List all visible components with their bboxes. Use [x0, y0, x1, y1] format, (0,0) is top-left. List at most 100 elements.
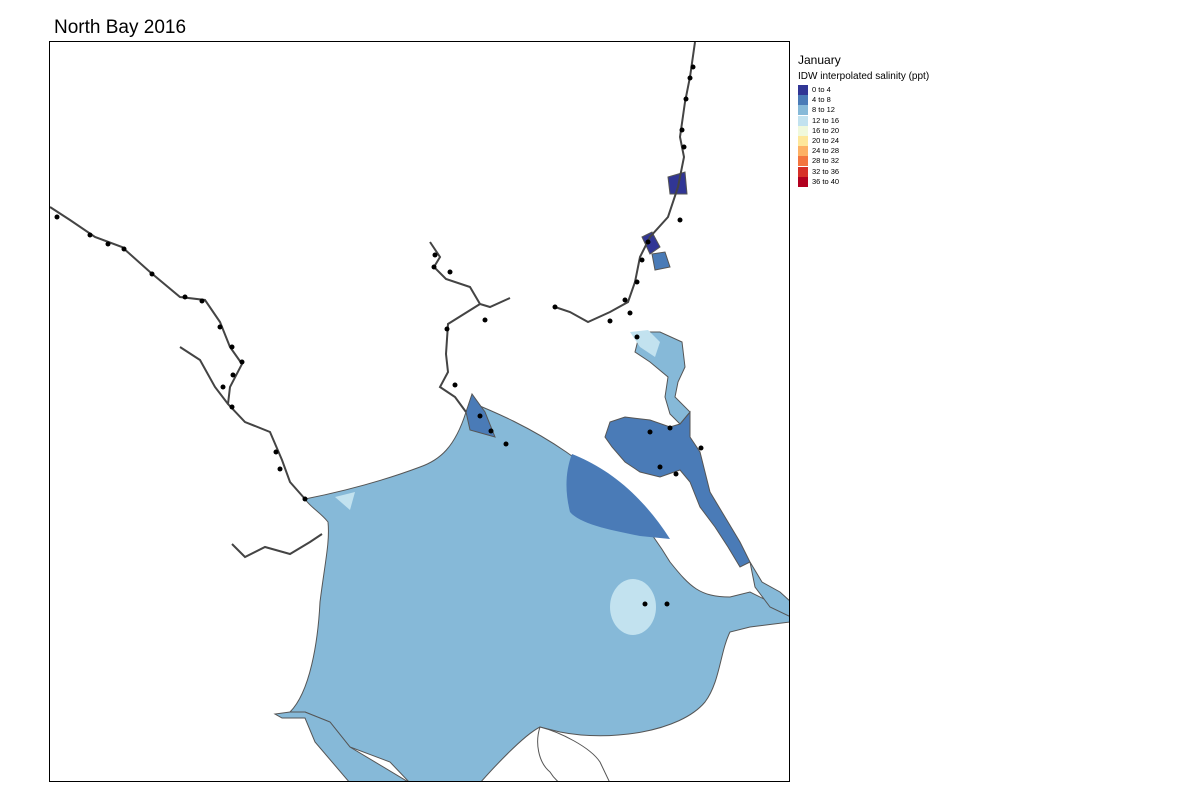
- legend-label: 20 to 24: [812, 136, 840, 146]
- legend-row: 4 to 8: [798, 95, 929, 106]
- legend-swatch: [798, 105, 808, 116]
- legend-label: 32 to 36: [812, 166, 840, 176]
- legend-label: 8 to 12: [812, 105, 835, 115]
- legend-row: 28 to 32: [798, 156, 929, 167]
- zone-4to8-mid: [651, 251, 671, 271]
- sample-point: [673, 471, 679, 477]
- sample-point: [217, 324, 223, 330]
- sample-point: [488, 428, 494, 434]
- sample-point: [105, 241, 111, 247]
- legend-swatch: [798, 146, 808, 157]
- legend-label: 16 to 20: [812, 125, 840, 135]
- sample-point: [273, 449, 279, 455]
- map-title: North Bay 2016: [54, 17, 187, 38]
- sample-point: [452, 382, 458, 388]
- legend-row: 20 to 24: [798, 136, 929, 147]
- sample-point: [432, 252, 438, 258]
- sample-point: [182, 294, 188, 300]
- sample-point: [642, 601, 648, 607]
- sample-point: [239, 359, 245, 365]
- sample-point: [627, 310, 633, 316]
- legend-label: 4 to 8: [812, 95, 831, 105]
- river-west: [50, 206, 306, 500]
- sample-point: [431, 264, 437, 270]
- sample-point: [657, 464, 663, 470]
- sample-point: [220, 384, 226, 390]
- sample-point: [634, 334, 640, 340]
- legend-row: 16 to 20: [798, 125, 929, 136]
- legend-row: 32 to 36: [798, 166, 929, 177]
- sample-point: [302, 496, 308, 502]
- legend-swatch: [798, 176, 808, 187]
- bay-lower-left: [273, 711, 408, 781]
- river-central: [429, 241, 511, 413]
- legend-swatch: [798, 125, 808, 136]
- sample-point: [54, 214, 60, 220]
- land-notch: [537, 726, 610, 781]
- sample-point: [687, 75, 693, 81]
- sample-point: [667, 425, 673, 431]
- sample-point: [87, 232, 93, 238]
- north-channel: [634, 331, 691, 425]
- sample-point: [229, 344, 235, 350]
- bay-water: [288, 401, 789, 781]
- legend-row: 0 to 4: [798, 85, 929, 96]
- sample-point: [634, 279, 640, 285]
- sample-point: [149, 271, 155, 277]
- east-lobe: [749, 561, 789, 617]
- zone-12to16-oval: [610, 579, 656, 635]
- sample-points: [54, 64, 704, 607]
- sample-point: [552, 304, 558, 310]
- sample-point: [503, 441, 509, 447]
- sample-point: [121, 246, 127, 252]
- salinity-map: [50, 42, 789, 781]
- sample-point: [447, 269, 453, 275]
- legend-label: 24 to 28: [812, 146, 840, 156]
- sample-point: [698, 445, 704, 451]
- legend-swatch: [798, 115, 808, 126]
- sample-point: [645, 239, 651, 245]
- sample-point: [229, 404, 235, 410]
- legend-label: 36 to 40: [812, 176, 840, 186]
- river-far-west: [179, 346, 229, 405]
- legend-row: 24 to 28: [798, 146, 929, 157]
- sample-point: [681, 144, 687, 150]
- legend-label: 12 to 16: [812, 115, 840, 125]
- legend-swatch: [798, 136, 808, 147]
- legend-swatch: [798, 166, 808, 177]
- legend-row: 12 to 16: [798, 115, 929, 126]
- river-northeast: [554, 42, 696, 324]
- legend-swatch: [798, 85, 808, 96]
- sample-point: [230, 372, 236, 378]
- zone-4to8-east: [566, 454, 670, 539]
- sample-point: [690, 64, 696, 70]
- sample-point: [677, 217, 683, 223]
- sample-point: [664, 601, 670, 607]
- zone-0to4-north: [667, 171, 688, 195]
- legend-label: 0 to 4: [812, 85, 831, 95]
- legend-subtitle: IDW interpolated salinity (ppt): [798, 71, 930, 82]
- sample-point: [607, 318, 613, 324]
- legend-heading: January: [798, 53, 841, 67]
- legend-label: 28 to 32: [812, 156, 840, 166]
- legend-swatch: [798, 156, 808, 167]
- sample-point: [477, 413, 483, 419]
- sample-point: [683, 96, 689, 102]
- map-panel[interactable]: [49, 41, 790, 782]
- sample-point: [639, 257, 645, 263]
- sample-point: [647, 429, 653, 435]
- sample-point: [199, 298, 205, 304]
- sample-point: [277, 466, 283, 472]
- sample-point: [622, 297, 628, 303]
- river-small-west: [231, 533, 323, 559]
- sample-point: [679, 127, 685, 133]
- zone-12to16-west: [335, 492, 355, 510]
- legend-row: 36 to 40: [798, 176, 929, 187]
- sample-point: [482, 317, 488, 323]
- legend: January IDW interpolated salinity (ppt) …: [798, 53, 929, 187]
- legend-swatch: [798, 95, 808, 106]
- sample-point: [444, 326, 450, 332]
- zone-0to4-mid: [641, 231, 661, 255]
- legend-row: 8 to 12: [798, 105, 929, 116]
